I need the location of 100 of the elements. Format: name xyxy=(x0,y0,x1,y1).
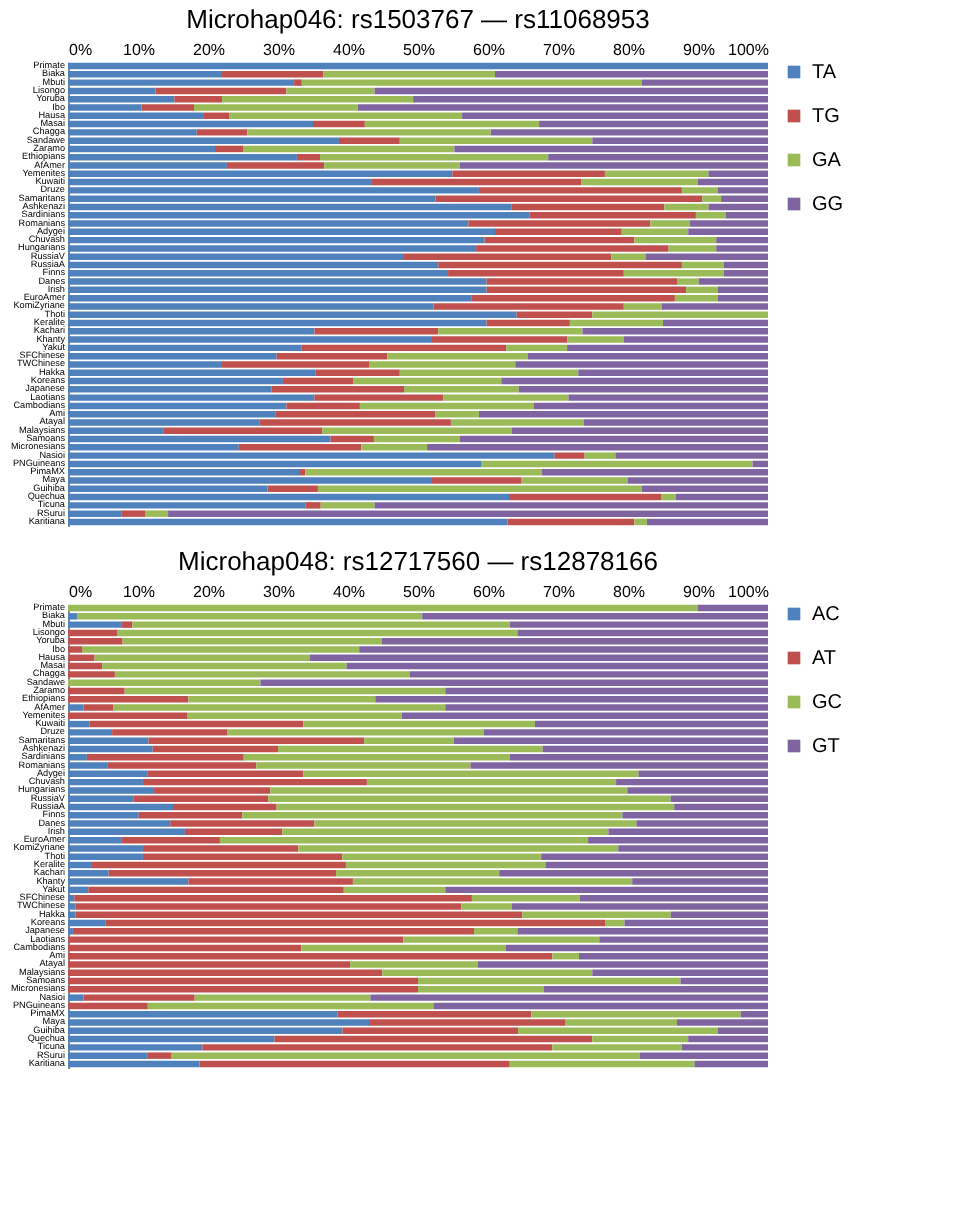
x-tick-label: 100% xyxy=(728,41,769,59)
bar xyxy=(374,87,768,95)
bar xyxy=(68,62,768,70)
legend-label: TG xyxy=(812,106,841,128)
bar xyxy=(68,671,115,678)
bar xyxy=(435,195,703,202)
bar xyxy=(113,704,446,711)
bar xyxy=(68,212,530,219)
bar xyxy=(495,71,768,78)
x-tick-label: 80% xyxy=(612,41,646,59)
bar xyxy=(68,986,418,993)
bar xyxy=(454,145,768,153)
bar xyxy=(142,778,367,786)
bar xyxy=(68,654,95,662)
bar xyxy=(68,803,173,811)
bar xyxy=(268,795,671,802)
bar xyxy=(68,977,418,985)
bar xyxy=(68,95,175,103)
bar xyxy=(453,737,768,744)
legend-label: GT xyxy=(812,736,840,758)
bar xyxy=(145,510,169,517)
bar xyxy=(68,170,453,178)
bar xyxy=(698,178,768,186)
bar xyxy=(518,1027,718,1035)
bar xyxy=(507,518,635,526)
bar xyxy=(68,745,153,753)
chart-title: Microhap046: rs1503767 — rs11068953 xyxy=(186,4,650,34)
bar xyxy=(68,952,553,960)
bar xyxy=(501,377,768,385)
bar xyxy=(645,253,768,260)
x-tick-label: 60% xyxy=(472,583,506,601)
bar xyxy=(133,795,269,802)
bar xyxy=(68,477,432,484)
bar xyxy=(320,502,375,509)
bar xyxy=(68,919,106,927)
bar xyxy=(515,361,768,368)
bar xyxy=(260,679,768,686)
bar xyxy=(68,696,189,703)
x-tick-label: 30% xyxy=(262,583,296,601)
legend-label: AC xyxy=(812,604,840,626)
bar xyxy=(68,518,508,526)
bar xyxy=(505,944,768,952)
bar xyxy=(117,629,518,637)
bar xyxy=(422,613,768,620)
bar xyxy=(698,278,768,285)
bar xyxy=(147,1052,172,1059)
x-tick-label: 40% xyxy=(332,41,366,59)
legend-label: AT xyxy=(812,648,837,670)
bar xyxy=(68,137,339,144)
x-tick-label: 100% xyxy=(728,583,769,601)
bar xyxy=(552,952,579,960)
bar xyxy=(68,878,189,885)
x-tick-label: 20% xyxy=(192,41,226,59)
x-tick-label: 80% xyxy=(612,583,646,601)
bar xyxy=(267,485,318,493)
bar xyxy=(68,994,84,1001)
bar xyxy=(313,120,365,128)
bar xyxy=(375,696,768,703)
bar xyxy=(357,104,768,111)
bar xyxy=(68,845,143,852)
bar xyxy=(68,336,432,343)
bar xyxy=(688,1035,768,1043)
x-tick-label: 30% xyxy=(262,41,296,59)
bar xyxy=(611,253,646,260)
bar xyxy=(68,903,76,910)
bar xyxy=(689,220,768,227)
bar xyxy=(541,468,768,476)
bar xyxy=(588,836,768,844)
bar xyxy=(68,245,477,252)
bar xyxy=(68,286,487,294)
x-tick-label: 0% xyxy=(69,41,93,59)
bar xyxy=(68,120,313,128)
bar xyxy=(68,1060,200,1068)
bar xyxy=(445,886,768,894)
bar xyxy=(68,187,479,194)
bar xyxy=(68,828,185,836)
x-tick-label: 70% xyxy=(542,41,576,59)
bar xyxy=(427,444,768,451)
legend-label: GA xyxy=(812,150,842,172)
bar xyxy=(490,129,768,136)
bar xyxy=(68,853,143,860)
bar xyxy=(121,621,133,628)
bar xyxy=(68,394,315,401)
bar xyxy=(622,812,768,819)
legend-label: GG xyxy=(812,194,844,216)
bar xyxy=(317,485,642,493)
bar xyxy=(522,911,671,918)
bar xyxy=(531,1010,741,1018)
x-tick-label: 50% xyxy=(402,41,436,59)
bar xyxy=(68,311,517,318)
bar xyxy=(68,452,555,459)
bar xyxy=(68,787,155,794)
bar xyxy=(688,228,768,236)
bar xyxy=(677,1019,768,1026)
bar xyxy=(309,654,768,662)
bar xyxy=(68,629,117,637)
bar xyxy=(226,162,325,169)
bar xyxy=(91,861,346,869)
bar xyxy=(147,1002,434,1010)
bar xyxy=(68,79,295,86)
